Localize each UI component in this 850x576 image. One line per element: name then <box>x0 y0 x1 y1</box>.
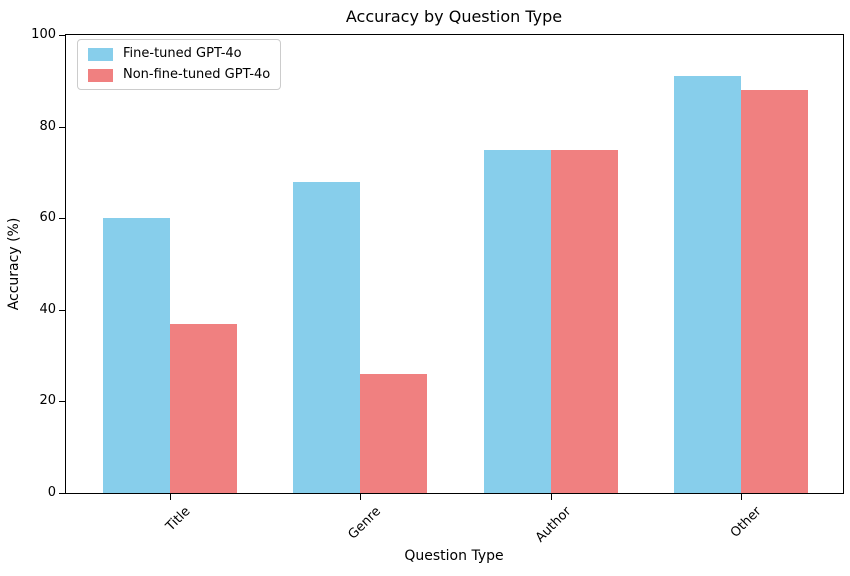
y-tick <box>59 218 65 219</box>
x-tick <box>741 494 742 500</box>
y-tick <box>59 310 65 311</box>
y-tick <box>59 35 65 36</box>
y-tick <box>59 493 65 494</box>
y-tick-label: 20 <box>39 393 56 408</box>
bar-genre-fine-tuned-gpt-4o <box>293 181 360 493</box>
y-tick-label: 60 <box>39 210 56 225</box>
chart-title: Accuracy by Question Type <box>345 7 563 26</box>
x-tick-label-genre: Genre <box>345 504 384 543</box>
bar-author-non-fine-tuned-gpt-4o <box>551 149 618 493</box>
y-tick <box>59 127 65 128</box>
bar-title-fine-tuned-gpt-4o <box>103 218 170 493</box>
x-tick <box>360 494 361 500</box>
bar-other-fine-tuned-gpt-4o <box>674 76 741 493</box>
bar-author-fine-tuned-gpt-4o <box>484 149 551 493</box>
bar-genre-non-fine-tuned-gpt-4o <box>360 373 427 493</box>
x-tick-label-author: Author <box>533 504 575 546</box>
bar-other-non-fine-tuned-gpt-4o <box>741 89 808 493</box>
legend-label: Fine-tuned GPT-4o <box>123 46 242 61</box>
x-tick <box>170 494 171 500</box>
bar-title-non-fine-tuned-gpt-4o <box>170 323 237 493</box>
y-tick-label: 40 <box>39 302 56 317</box>
x-tick-label-title: Title <box>163 504 194 535</box>
legend-item-fine-tuned-gpt-4o: Fine-tuned GPT-4o <box>88 46 270 62</box>
legend-item-non-fine-tuned-gpt-4o: Non-fine-tuned GPT-4o <box>88 67 270 83</box>
x-tick <box>551 494 552 500</box>
y-tick-label: 100 <box>31 27 56 42</box>
y-tick <box>59 401 65 402</box>
x-axis-label: Question Type <box>404 548 504 564</box>
plot-area: Fine-tuned GPT-4o Non-fine-tuned GPT-4o <box>65 34 844 494</box>
y-tick-label: 80 <box>39 119 56 134</box>
legend-label: Non-fine-tuned GPT-4o <box>123 67 271 82</box>
y-tick-label: 0 <box>47 485 56 500</box>
legend-swatch-icon <box>88 47 113 61</box>
legend: Fine-tuned GPT-4o Non-fine-tuned GPT-4o <box>77 39 282 90</box>
legend-swatch-icon <box>88 68 113 82</box>
x-tick-label-other: Other <box>727 504 765 541</box>
y-axis-label: Accuracy (%) <box>6 217 22 311</box>
